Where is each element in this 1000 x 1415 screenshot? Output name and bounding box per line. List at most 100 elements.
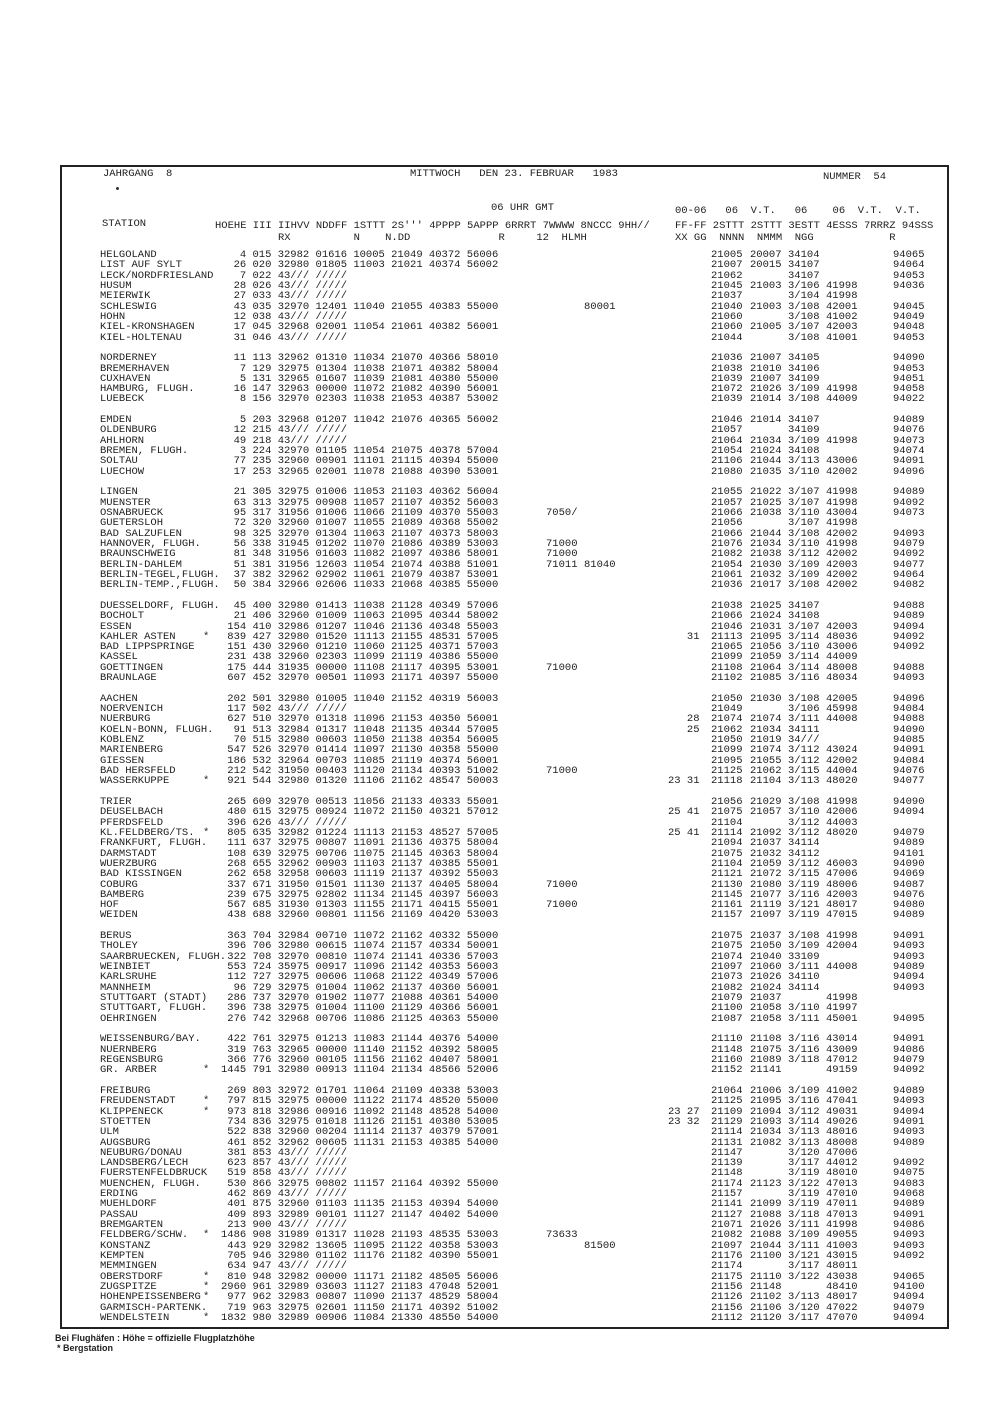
table-row: WUERZBURG 268 655 32962 00903 11103 2113… [0,859,1000,870]
station-name: MARIENBERG [100,744,164,757]
group-94sss: 94053 [893,331,925,344]
group-2sttt-max: 21156 [711,1301,743,1314]
station-name: LUEBECK [100,393,145,406]
station-name: NOERVENICH [100,703,164,716]
group-2sttt-max: 21062 [711,723,743,736]
group-2sttt-min: 21022 [750,486,782,499]
station-name: FRANKFURT, FLUGH. [100,837,208,850]
station-name: KASSEL [100,651,138,664]
group-2sttt-max: 21129 [711,1115,743,1128]
table-row: ZUGSPITZE * 2960 961 32989 03603 11127 211… [0,1282,1000,1293]
group-2sttt-min: 21119 [750,899,782,912]
group-3estt: 3/107 [788,486,820,499]
group-94sss: 94089 [893,1084,925,1097]
group-2sttt-max: 21075 [711,930,743,943]
group-4esss: 45001 [826,1012,858,1025]
station-name: TRIER [100,795,132,808]
synop-groups: 239 675 32975 02802 11134 21145 40397 56… [221,888,499,901]
group-4esss: 47013 [826,1208,858,1221]
group-2sttt-max: 21074 [711,950,743,963]
group-4esss: 41002 [826,310,858,323]
gust-period: 25 [668,723,700,736]
group-3estt: 3/113 [788,1126,820,1139]
group-4esss: 42001 [826,300,858,313]
volume-label: JAHRGANG 8 [103,168,173,180]
mountain-station-marker: * [203,1291,210,1304]
synop-groups: 27 033 43/// ///// [221,290,348,303]
table-row: AUGSBURG 461 852 32962 00605 11131 21153… [0,1137,1000,1148]
synop-groups: 202 501 32980 01005 11040 21152 40319 56… [221,692,499,705]
table-row: MANNHEIM 96 729 32975 01004 11062 21137 … [0,982,1000,993]
group-94sss: 94082 [893,579,925,592]
station-name: KIEL-KRONSHAGEN [100,321,195,334]
group-2sttt-max: 21145 [711,888,743,901]
group-2sttt-min: 21120 [750,1311,782,1324]
group-94sss: 94069 [893,868,925,881]
synop-groups: 797 815 32975 00000 11122 21174 48520 55… [221,1095,499,1108]
group-2sttt-max: 21075 [711,806,743,819]
group-3estt: 3/117 [788,1311,820,1324]
station-name: AACHEN [100,692,138,705]
group-3estt: 3/115 [788,765,820,777]
group-94sss: 94045 [893,300,925,313]
group-2sttt-max: 21109 [711,1105,743,1118]
group-94sss: 94088 [893,713,925,726]
mountain-station-marker: * [203,1311,210,1324]
group-3estt: 3/111 [788,1012,820,1025]
group-94sss: 94089 [893,961,925,974]
table-row: FELDBERG/SCHW. * 1486 908 31989 01317 1102… [0,1229,1000,1242]
observation-time: 06 UHR GMT [491,202,555,214]
table-row: GR. ARBER * 1445 791 32980 00913 11104 211… [0,1065,1000,1076]
group-4esss: 47006 [826,868,858,881]
group-2sttt-max: 21097 [711,1239,743,1252]
group-2sttt-min: 21080 [750,878,782,891]
group-4esss: 48017 [826,1291,858,1304]
group-94sss: 94090 [893,795,925,808]
group-2sttt-max: 21038 [711,362,743,375]
group-4esss: 41998 [826,517,858,530]
group-4esss: 42003 [826,558,858,571]
table-row: BAD HERSFELD 212 542 31950 00403 11120 2… [0,765,1000,777]
group-3estt: 3/120 [788,1146,820,1159]
group-7wwww: 73633 [546,1229,578,1242]
group-3estt: 3/108 [788,310,820,323]
table-row: KLIPPENECK * 973 818 32986 00916 11092 21… [0,1105,1000,1118]
group-4esss: 41001 [826,331,858,344]
group-3estt: 3/109 [788,568,820,581]
group-3estt: 3/109 [788,1229,820,1242]
group-4esss: 41998 [826,795,858,808]
table-row: WEISSENBURG/BAY. 422 761 32975 01213 110… [0,1034,1000,1045]
table-row: BRAUNLAGE 607 452 32970 00501 11093 2117… [0,673,1000,684]
group-3estt: 34109 [788,372,820,385]
group-2sttt-min: 21044 [750,455,782,468]
group-2sttt-min: 21034 [750,1126,782,1139]
group-2sttt-max: 21049 [711,703,743,716]
group-4esss: 41002 [826,1084,858,1097]
station-name: LINGEN [100,486,138,499]
group-3estt: 3/110 [788,537,820,550]
group-2sttt-min: 21019 [750,734,782,747]
synop-groups: 77 235 32960 00901 11101 21115 40394 550… [221,455,499,468]
table-row: BERLIN-TEMP.,FLUGH. 50 384 32966 02606 1… [0,579,1000,592]
group-2sttt-max: 21076 [711,537,743,550]
group-2sttt-min: 21031 [750,620,782,633]
group-94sss: 94088 [893,599,925,612]
group-94sss: 94093 [893,527,925,540]
group-4esss: 42002 [826,548,858,561]
group-2sttt-max: 21139 [711,1157,743,1170]
group-2sttt-min: 21034 [750,723,782,736]
group-94sss: 94053 [893,269,925,282]
station-name: MEMMINGEN [100,1260,157,1273]
group-2sttt-min: 21089 [750,1053,782,1066]
issue-date: MITTWOCH DEN 23. FEBRUAR 1983 [410,168,618,180]
synop-groups: 396 706 32980 00615 11074 21157 40334 50… [221,940,499,953]
table-row: ESSEN 154 410 32986 01207 11046 21136 40… [0,620,1000,633]
group-3estt: 3/112 [788,548,820,561]
synop-groups: 322 708 32970 00810 11074 21141 40336 57… [221,950,499,963]
station-name: SAARBRUECKEN, FLUGH. [100,950,227,963]
station-name: BOCHOLT [100,610,145,623]
station-name: NUERNBERG [100,1043,157,1056]
synop-groups: 265 609 32970 00513 11056 21133 40333 55… [221,795,499,808]
station-name: GUETERSLOH [100,517,164,530]
group-94sss: 94089 [893,837,925,850]
